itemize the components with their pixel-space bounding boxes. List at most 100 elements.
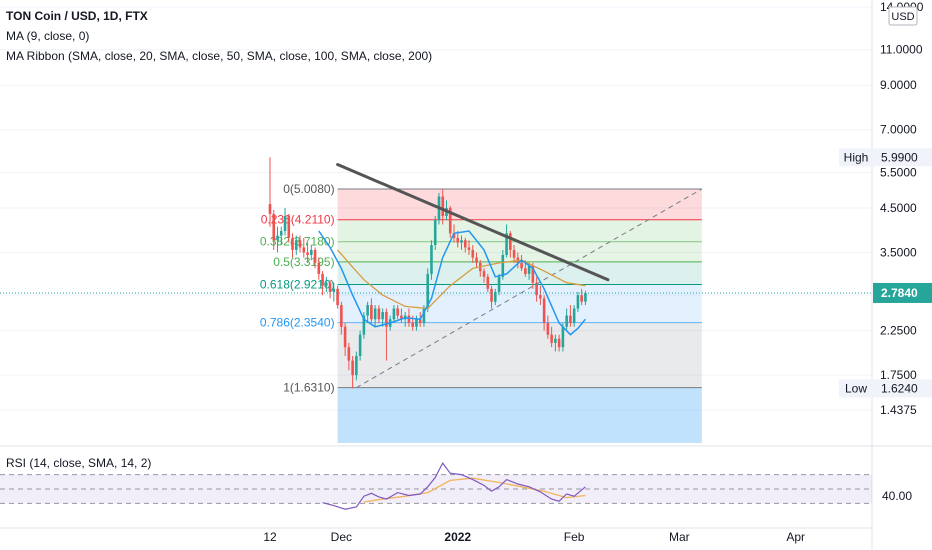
high-value-badge — [873, 148, 932, 167]
candle-body — [310, 249, 313, 255]
candle-body — [456, 237, 460, 243]
fib-extension-band — [337, 387, 702, 443]
time-tick-label: Apr — [786, 530, 805, 544]
candle-body — [370, 305, 373, 320]
currency-badge — [888, 6, 918, 26]
candle-body — [433, 220, 437, 246]
candle-body — [362, 315, 366, 335]
candle-body — [325, 282, 328, 286]
candle-body — [463, 240, 467, 248]
candle-body — [535, 282, 538, 296]
candle-body — [415, 319, 418, 327]
price-badges: USD High 5.9900 Low 1.6240 2.7840 — [839, 6, 932, 398]
candle-body — [550, 334, 553, 343]
candle-body — [448, 207, 452, 234]
ma9-line — [318, 230, 586, 336]
price-tick-label: 4.5000 — [880, 201, 917, 215]
rsi-pane — [0, 461, 872, 510]
candle-body — [497, 276, 501, 292]
candle-body — [527, 265, 531, 274]
candle-body — [411, 322, 414, 327]
candle-body — [418, 319, 422, 323]
fib-level-label: 0.618(2.9210) — [260, 277, 335, 291]
candle-body — [302, 247, 306, 253]
candle-body — [546, 322, 550, 335]
candle-body — [576, 295, 580, 309]
price-tick-label: 1.4375 — [880, 403, 917, 417]
candle-body — [328, 282, 332, 292]
candle-body — [268, 204, 272, 214]
candle-body — [422, 308, 426, 323]
fib-band — [337, 241, 702, 262]
ribbon-indicator-label[interactable]: MA Ribbon (SMA, close, 20, SMA, close, 5… — [6, 49, 433, 63]
candle-body — [557, 338, 561, 348]
candle-body — [584, 292, 587, 302]
candle-body — [505, 233, 508, 255]
candle-body — [336, 288, 339, 306]
rsi-indicator-label[interactable]: RSI (14, close, SMA, 14, 2) — [6, 456, 152, 470]
price-tick-label: 7.0000 — [880, 123, 917, 137]
price-axis[interactable]: 14.000011.00009.00007.00005.50004.50003.… — [880, 0, 924, 503]
candle-body — [294, 240, 298, 250]
fib-band — [337, 219, 702, 242]
price-tick-label: 1.7500 — [880, 368, 917, 382]
candle-body — [486, 276, 490, 289]
candle-body — [355, 356, 358, 376]
time-axis[interactable]: 12 Dec 2022 Feb Mar Apr — [263, 530, 805, 544]
rsi-line — [322, 461, 586, 510]
low-value: 1.6240 — [881, 381, 918, 395]
candle-body — [482, 271, 486, 277]
candle-body — [430, 245, 433, 274]
candle-body — [347, 347, 351, 361]
candle-body — [283, 216, 287, 232]
candle-body — [531, 265, 535, 283]
candle-body — [467, 247, 471, 250]
candle-body — [490, 288, 493, 302]
resistance-trendline — [336, 163, 610, 282]
candle-body — [441, 196, 445, 217]
low-value-badge — [873, 379, 932, 398]
price-tick-label: 5.5000 — [880, 165, 917, 179]
chart-title: TON Coin / USD, 1D, FTX — [6, 9, 148, 23]
price-tick-label: 2.2500 — [880, 324, 917, 338]
fib-band — [337, 189, 702, 220]
high-badge — [839, 148, 873, 167]
candle-body — [291, 237, 294, 250]
time-tick-label: Dec — [331, 530, 352, 544]
time-tick-label: 12 — [263, 530, 277, 544]
candle-body — [392, 308, 396, 320]
fib-band — [337, 322, 702, 388]
high-value: 5.9900 — [881, 150, 918, 164]
candle-body — [313, 249, 317, 263]
ma-indicator-label[interactable]: MA (9, close, 0) — [6, 29, 90, 43]
candle-body — [426, 273, 430, 309]
candle-body — [561, 326, 565, 348]
fib-level-label: 0.786(2.3540) — [260, 316, 335, 330]
candle-body — [343, 326, 347, 348]
price-tick-label: 11.0000 — [880, 43, 923, 57]
low-badge-label: Low — [845, 381, 867, 395]
rsi-signal-line — [363, 477, 586, 503]
time-tick-label: 2022 — [444, 530, 471, 544]
fib-bands — [337, 189, 702, 443]
candle-body — [471, 249, 475, 258]
candle-body — [520, 262, 523, 269]
candle-body — [494, 291, 497, 302]
fib-band — [337, 284, 702, 323]
candle-body — [272, 213, 276, 241]
candle-body — [377, 308, 381, 320]
time-tick-label: Feb — [564, 530, 585, 544]
candle-body — [524, 268, 527, 274]
candle-body — [539, 295, 542, 299]
fib-level-label: 0(5.0080) — [283, 182, 334, 196]
candle-body — [321, 273, 324, 286]
price-tick-label: 9.0000 — [880, 78, 917, 92]
fib-trend-dashed-line — [356, 188, 703, 389]
candle-body — [358, 334, 362, 357]
candle-body — [340, 305, 343, 327]
candle-body — [475, 257, 478, 263]
candle-body — [366, 305, 369, 316]
candle-body — [407, 315, 411, 323]
